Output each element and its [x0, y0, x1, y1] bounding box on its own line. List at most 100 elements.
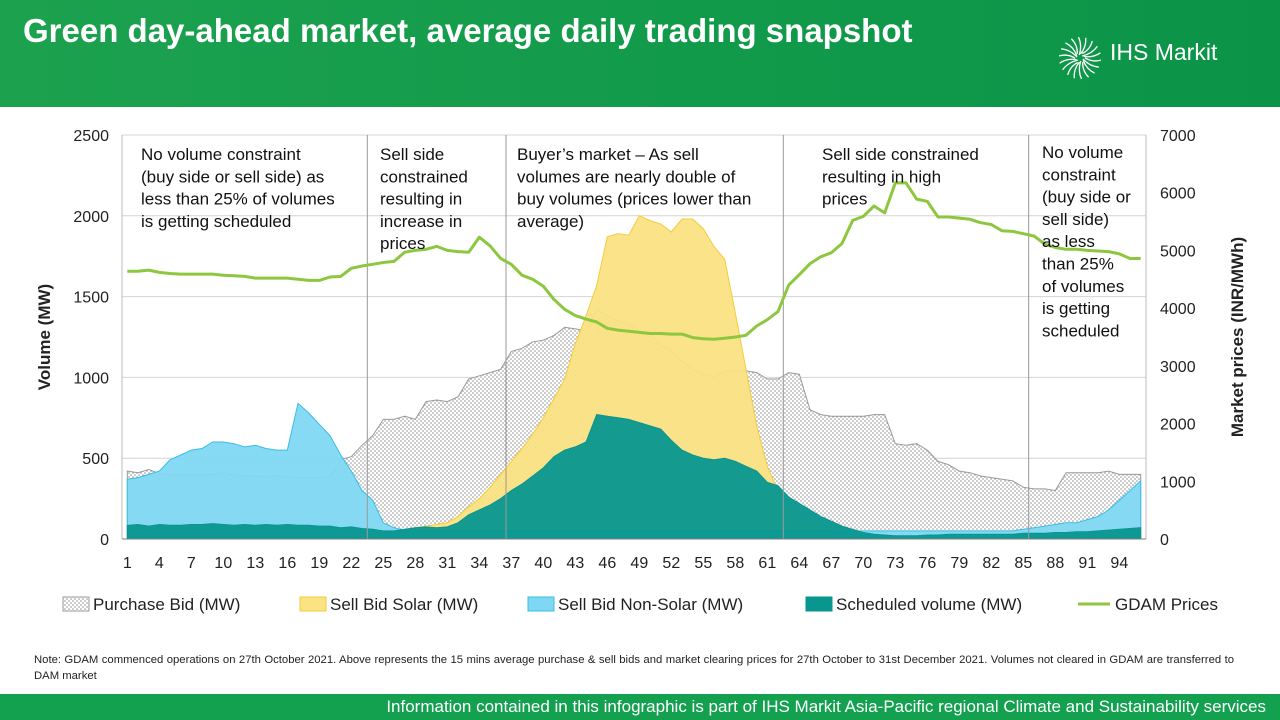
legend-label: Scheduled volume (MW) — [836, 595, 1022, 614]
y2-tick-label: 4000 — [1160, 301, 1196, 318]
gdam-price-line — [127, 181, 1141, 341]
y2-tick-label: 0 — [1160, 532, 1169, 549]
y2-tick-label: 3000 — [1160, 359, 1196, 376]
y-tick-label: 1000 — [73, 370, 109, 387]
y-tick-label: 2500 — [73, 128, 109, 145]
ihs-markit-globe-icon — [1058, 36, 1102, 80]
annotation-line: Sell side — [380, 145, 444, 164]
y2-axis-title: Market prices (INR/MWh) — [1228, 237, 1247, 437]
logo-ray — [1083, 52, 1101, 58]
annotation-line: of volumes — [1042, 277, 1124, 296]
logo-ray — [1081, 40, 1093, 55]
annotation-line: (buy side or sell side) as — [141, 167, 324, 186]
x-tick-label: 37 — [502, 555, 520, 572]
x-tick-label: 76 — [918, 555, 936, 572]
logo-ray — [1070, 38, 1078, 54]
x-tick-label: 22 — [342, 555, 360, 572]
annotation-2: Sell side constrained resulting in increase… — [380, 145, 468, 253]
logo-ray — [1082, 58, 1099, 68]
x-tick-label: 16 — [278, 555, 296, 572]
legend-label: Purchase Bid (MW) — [93, 595, 240, 614]
annotation-line: constraint — [1042, 165, 1116, 184]
logo-ray — [1077, 36, 1082, 56]
annotation-line: resulting in high — [822, 167, 941, 186]
annotation-line: volumes are nearly double of — [517, 167, 736, 186]
x-tick-label: 73 — [886, 555, 904, 572]
x-tick-label: 19 — [310, 555, 328, 572]
annotation-line: is getting — [1042, 299, 1110, 318]
annotation-line: No volume constraint — [141, 145, 301, 164]
chart: 0 500 1000 1500 2000 2500 0 1000 2000 3000 4000 500… — [35, 128, 1247, 614]
y2-tick-label: 1000 — [1160, 474, 1196, 491]
logo-ray — [1082, 60, 1095, 74]
x-tick-label: 13 — [246, 555, 264, 572]
x-tick-label: 7 — [187, 555, 196, 572]
legend-swatch-scheduled-volume-area — [805, 596, 833, 612]
legend-label: Sell Bid Solar (MW) — [330, 595, 478, 614]
logo-ray — [1065, 42, 1078, 56]
x-tick-label: 85 — [1014, 555, 1032, 572]
logo-ray — [1079, 37, 1087, 55]
logo-ray — [1062, 59, 1078, 71]
logo-text: IHS Markit — [1110, 39, 1218, 65]
annotation-line: prices — [380, 234, 425, 253]
x-tick-label: 10 — [214, 555, 232, 572]
annotation-line: (buy side or — [1042, 188, 1131, 207]
annotation-line: average) — [517, 212, 584, 231]
x-tick-label: 1 — [123, 555, 132, 572]
footer-text: Information contained in this infographi… — [386, 697, 1266, 716]
y2-tick-label: 7000 — [1160, 128, 1196, 145]
annotation-line: is getting scheduled — [141, 212, 291, 231]
footer-bar: Information contained in this infographi… — [0, 694, 1280, 720]
y2-tick-label: 5000 — [1160, 243, 1196, 260]
footnote: Note: GDAM commenced operations on 27th … — [34, 654, 1234, 682]
y-tick-label: 1500 — [73, 290, 109, 307]
x-tick-label: 49 — [630, 555, 648, 572]
x-tick-label: 28 — [406, 555, 424, 572]
annotation-line: Buyer’s market – As sell — [517, 145, 699, 164]
logo-ray — [1082, 45, 1098, 57]
x-tick-label: 94 — [1110, 555, 1128, 572]
legend-label: Sell Bid Non-Solar (MW) — [558, 595, 743, 614]
legend-swatch-purchase-bid-area — [62, 596, 90, 612]
annotation-3: Buyer’s market – As sell volumes are near… — [517, 145, 751, 231]
x-tick-label: 67 — [822, 555, 840, 572]
x-tick-label: 70 — [854, 555, 872, 572]
annotation-line: No volume — [1042, 143, 1123, 162]
annotation-1: No volume constraint (buy side or sell si… — [141, 145, 335, 231]
x-tick-label: 46 — [598, 555, 616, 572]
annotation-line: increase in — [380, 212, 462, 231]
header-banner: Green day-ahead market, average daily tr… — [0, 0, 1280, 107]
annotation-4: Sell side constrained resulting in high pr… — [822, 145, 979, 209]
y-tick-label: 2000 — [73, 209, 109, 226]
y2-tick-label: 6000 — [1160, 186, 1196, 203]
logo-ray — [1073, 61, 1081, 79]
annotation-line: as less — [1042, 232, 1095, 251]
annotation-line: scheduled — [1042, 321, 1120, 340]
logo-ray — [1084, 57, 1102, 62]
x-tick-label: 52 — [662, 555, 680, 572]
x-tick-label: 34 — [470, 555, 488, 572]
x-tick-label: 88 — [1046, 555, 1064, 572]
x-tick-label: 55 — [694, 555, 712, 572]
x-tick-label: 79 — [950, 555, 968, 572]
legend-label: GDAM Prices — [1115, 595, 1218, 614]
annotation-line: prices — [822, 190, 867, 209]
company-logo: IHS Markit — [1056, 34, 1266, 84]
y-tick-label: 500 — [82, 451, 109, 468]
annotation-line: resulting in — [380, 190, 462, 209]
x-tick-label: 91 — [1078, 555, 1096, 572]
annotation-5: No volume constraint (buy side or sell side… — [1042, 143, 1131, 340]
logo-ray — [1082, 62, 1090, 78]
x-tick-label: 31 — [438, 555, 456, 572]
logo-ray — [1059, 58, 1077, 64]
y2-tick-label: 2000 — [1160, 417, 1196, 434]
legend-swatch-sell-bid-non-solar-area — [527, 596, 555, 612]
logo-ray — [1067, 61, 1079, 76]
annotation-line: less than 25% of volumes — [141, 190, 335, 209]
logo-ray — [1058, 54, 1076, 59]
annotation-line: Sell side constrained — [822, 145, 979, 164]
logo-ray — [1061, 48, 1078, 58]
x-tick-label: 61 — [758, 555, 776, 572]
x-tick-label: 58 — [726, 555, 744, 572]
